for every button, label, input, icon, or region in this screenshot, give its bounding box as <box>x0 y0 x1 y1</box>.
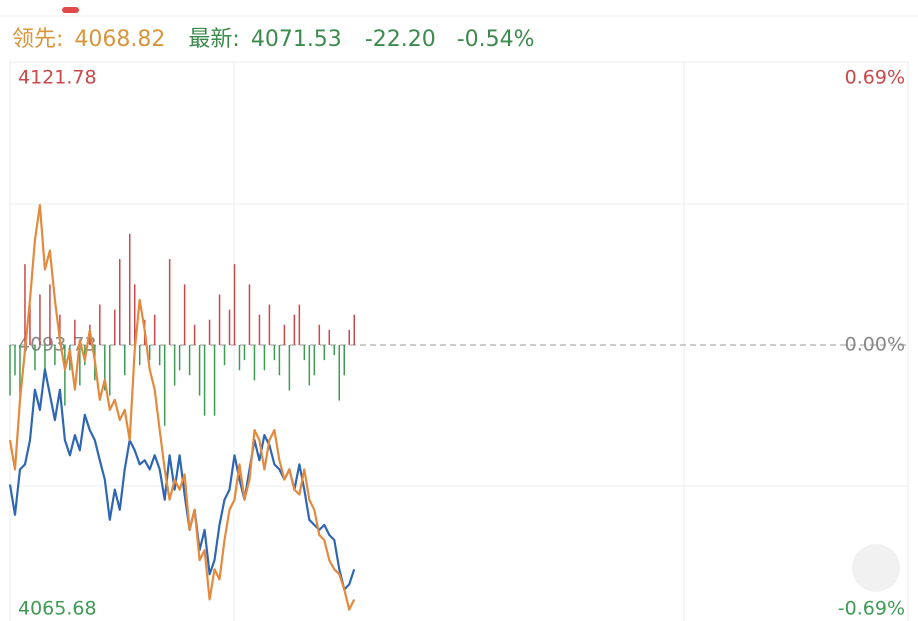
latest-value: 4071.53 <box>251 27 342 52</box>
lead-label: 领先: <box>12 27 63 52</box>
tab-indicator <box>62 7 79 13</box>
price-line <box>8 368 356 591</box>
change: -22.20 <box>365 27 436 52</box>
header: 领先: 4068.82 最新: 4071.53 -22.20 -0.54% <box>12 27 535 52</box>
y-tick-label: 4121.78 <box>18 67 97 89</box>
plot: 4065.68 4093.73 4121.78 -0.69% 0.00% 0.69% <box>8 67 908 620</box>
latest-label: 最新: <box>188 27 239 52</box>
y2-tick-label: -0.69% <box>838 598 905 620</box>
y-tick-label: 4065.68 <box>18 598 97 620</box>
y2-tick-label: 0.69% <box>845 67 905 89</box>
price-line <box>8 204 356 611</box>
y2-tick-label: 0.00% <box>845 334 905 356</box>
y-tick-label: 4093.73 <box>18 334 97 356</box>
float-button[interactable] <box>852 544 900 592</box>
lead-value: 4068.82 <box>74 27 165 52</box>
change-pct: -0.54% <box>457 27 535 52</box>
